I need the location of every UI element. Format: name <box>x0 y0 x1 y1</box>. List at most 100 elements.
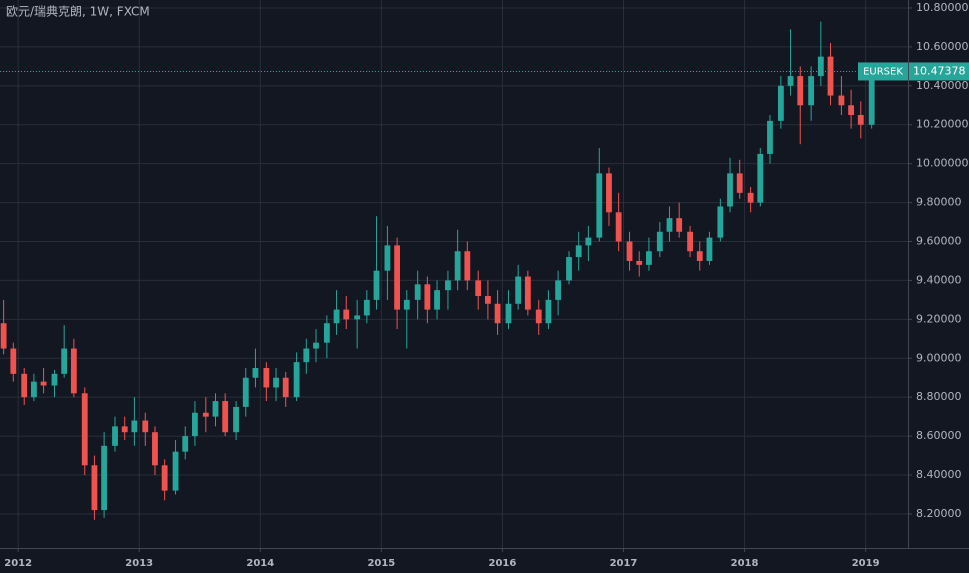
candle-body <box>373 270 380 300</box>
candle-body <box>161 465 168 491</box>
candle-body <box>91 465 98 511</box>
candle-body <box>293 362 300 398</box>
candle-body <box>263 367 270 388</box>
candle-body <box>585 237 592 246</box>
candle-body <box>545 299 552 324</box>
y-tick-label: 8.20000 <box>916 507 962 520</box>
x-tick-label: 2019 <box>852 558 880 569</box>
candle-body <box>767 120 773 154</box>
candle-body <box>787 76 794 86</box>
candle-body <box>323 323 330 343</box>
y-tick-label: 9.80000 <box>916 196 962 209</box>
y-tick-label: 9.40000 <box>916 273 962 286</box>
candle-body <box>51 373 58 386</box>
candle-body <box>434 290 440 310</box>
y-tick-label: 8.80000 <box>916 390 962 403</box>
candle-body <box>515 276 522 304</box>
candle-body <box>384 245 391 271</box>
candle-body <box>233 406 239 433</box>
y-tick-label: 10.20000 <box>916 118 969 131</box>
candle-body <box>202 412 209 417</box>
candle-body <box>596 173 603 238</box>
candle-body <box>736 173 743 193</box>
candle-body <box>696 251 703 261</box>
symbol-label: EURSEK <box>863 66 903 77</box>
candle-body <box>121 426 128 433</box>
x-tick-label: 2014 <box>246 558 274 569</box>
candle-body <box>656 231 663 252</box>
candle-body <box>475 280 482 296</box>
candle-body <box>857 115 864 125</box>
x-tick-label: 2013 <box>125 558 153 569</box>
y-tick-label: 8.40000 <box>916 468 962 481</box>
candle-body <box>646 251 652 265</box>
candle-body <box>747 192 754 203</box>
candle-body <box>242 377 249 407</box>
candle-body <box>524 276 531 310</box>
candle-body <box>212 401 219 417</box>
candle-body <box>424 284 431 310</box>
y-tick-label: 10.80000 <box>916 1 969 14</box>
candle-body <box>666 218 673 232</box>
candle-body <box>192 412 198 437</box>
chart-title: 欧元/瑞典克朗, 1W, FXCM <box>6 5 150 19</box>
candle-body <box>706 237 713 261</box>
candle-body <box>494 303 501 324</box>
candle-body <box>40 381 47 386</box>
candle-body <box>0 323 7 349</box>
candle-body <box>445 280 451 291</box>
candle-body <box>81 393 88 466</box>
candle-body <box>131 420 138 433</box>
candle-body <box>101 445 108 511</box>
candle-body <box>414 284 421 300</box>
candle-body <box>394 245 401 310</box>
candle-body <box>626 241 633 261</box>
y-tick-label: 8.60000 <box>916 429 962 442</box>
candle-body <box>70 348 77 394</box>
candle-body <box>10 348 17 374</box>
candle-body <box>30 381 37 398</box>
candle-body <box>797 76 804 106</box>
y-tick-label: 10.60000 <box>916 40 969 53</box>
price-badge <box>909 62 969 81</box>
candle-body <box>333 309 340 324</box>
candle-body <box>575 245 582 258</box>
candle-body <box>717 206 724 238</box>
candle-body <box>848 105 855 116</box>
candle-body <box>343 309 350 320</box>
candle-body <box>363 299 370 316</box>
candle-body <box>303 348 310 363</box>
candle-body <box>282 377 289 398</box>
y-tick-label: 10.40000 <box>916 79 969 92</box>
candle-body <box>273 377 279 388</box>
candle-body <box>777 85 784 121</box>
candle-body <box>727 173 733 207</box>
candle-body <box>61 348 68 374</box>
candle-body <box>757 153 764 203</box>
candle-body <box>464 251 471 281</box>
last-price-label: 10.47378 <box>913 64 966 77</box>
candle-body <box>808 76 815 106</box>
candle-body <box>484 295 491 304</box>
symbol-badge <box>858 62 908 81</box>
candle-body <box>403 299 410 310</box>
candle-body <box>252 367 259 378</box>
candle-body <box>313 342 319 349</box>
candle-body <box>676 218 683 232</box>
x-tick-label: 2015 <box>367 558 395 569</box>
y-tick-label: 9.00000 <box>916 351 962 364</box>
x-tick-label: 2016 <box>489 558 517 569</box>
candle-body <box>222 401 229 433</box>
x-tick-label: 2018 <box>731 558 759 569</box>
y-tick-label: 10.00000 <box>916 157 969 170</box>
grid <box>0 0 908 548</box>
y-tick-label: 9.20000 <box>916 312 962 325</box>
x-tick-label: 2012 <box>4 558 32 569</box>
candle-body <box>172 451 179 491</box>
candle-body <box>615 212 622 242</box>
candle-body <box>606 173 612 213</box>
